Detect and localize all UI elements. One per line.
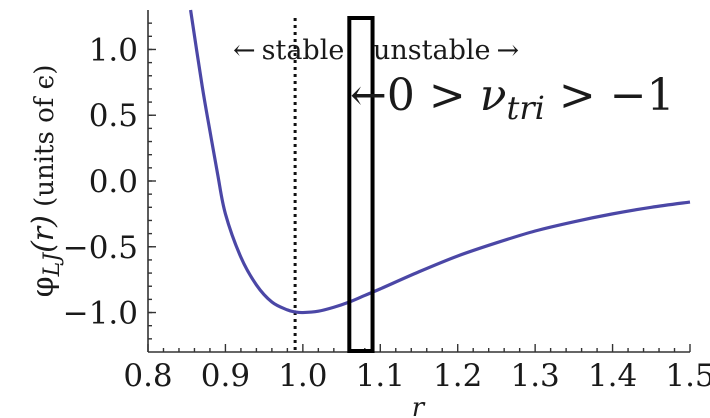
stable-unstable-annotation: ← stable unstable → [233, 35, 519, 66]
negative-poisson-region-box [347, 16, 375, 353]
y-axis-label: φLJ(r) (units of ϵ) [26, 65, 65, 298]
nu-prefix: 0 > [387, 70, 480, 121]
svg-text:unstable→: unstable → [373, 35, 519, 66]
ylabel-subscript: LJ [40, 252, 65, 278]
x-tick-label: 1.0 [278, 358, 327, 394]
x-tick-label: 1.1 [356, 358, 405, 394]
x-tick-label: 0.9 [201, 358, 250, 394]
nu-subscript: tri [506, 89, 544, 127]
x-tick-label: 1.4 [588, 358, 637, 394]
y-tick-label: 1.0 [89, 32, 138, 68]
x-tick-label: 1.2 [433, 358, 482, 394]
y-tick-label: −1.0 [63, 296, 138, 332]
x-ticks: 0.8 0.9 1.0 1.1 1.2 1.3 1.4 1.5 [123, 344, 710, 394]
ylabel-units: (units of ϵ) [30, 65, 60, 216]
nu-symbol: ν [480, 70, 507, 121]
svg-text:←0 > νtri > −1: ←0 > νtri > −1 [350, 70, 675, 127]
y-tick-label: −0.5 [63, 230, 138, 266]
nu-arrow: ← [350, 70, 387, 121]
svg-text:←stable: ← stable [233, 35, 344, 66]
ylabel-argument: (r) [26, 215, 61, 253]
y-tick-label: 0.0 [89, 164, 138, 200]
ylabel-symbol: φ [26, 276, 61, 297]
stable-arrow: ← [233, 35, 256, 66]
data-marks [189, 9, 691, 353]
plot-area: 0.8 0.9 1.0 1.1 1.2 1.3 1.4 1.5 1.0 0.5 0.0 −0.5 −1… [63, 9, 710, 394]
x-tick-label: 1.5 [665, 358, 710, 394]
nu-annotation: ←0 > νtri > −1 [350, 70, 675, 127]
svg-text:φLJ(r) (units of ϵ): φLJ(r) (units of ϵ) [26, 65, 65, 298]
unstable-arrow: → [496, 35, 519, 66]
nu-suffix: > −1 [545, 70, 675, 121]
y-tick-label: 0.5 [89, 98, 138, 134]
x-tick-label: 0.8 [123, 358, 172, 394]
x-tick-label: 1.3 [510, 358, 559, 394]
unstable-label: unstable [373, 35, 490, 66]
y-ticks: 1.0 0.5 0.0 −0.5 −1.0 [63, 22, 156, 340]
lj-potential-curve [189, 9, 691, 315]
x-axis-label: r [412, 393, 426, 418]
stable-label: stable [262, 35, 345, 66]
